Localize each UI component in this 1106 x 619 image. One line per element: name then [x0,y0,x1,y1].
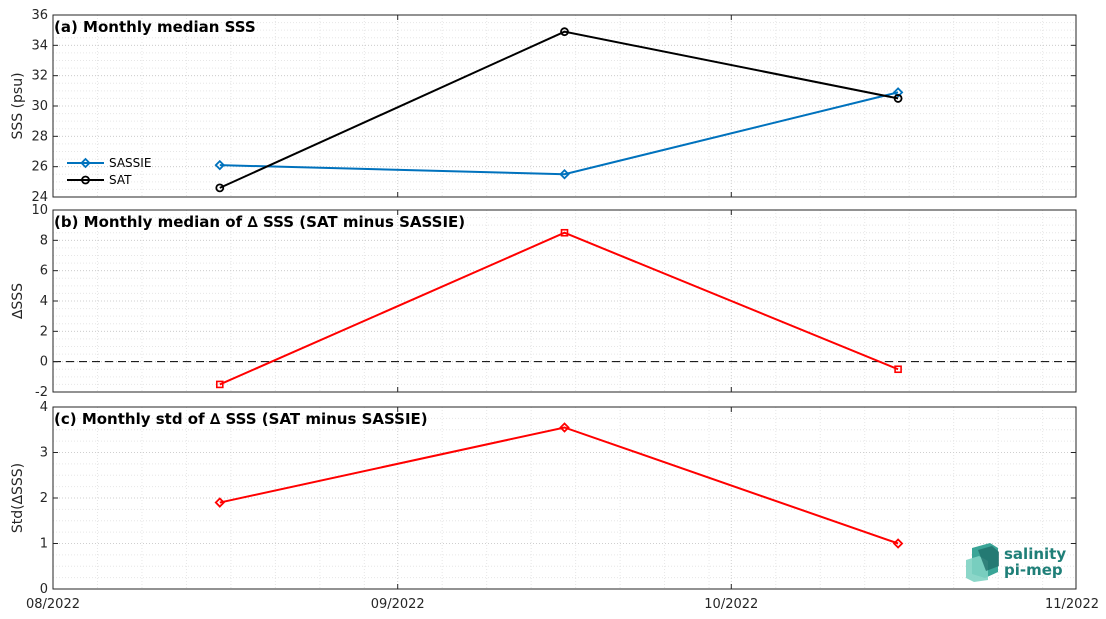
y-tick-label: 36 [31,8,48,23]
series-line [219,426,899,545]
y-tick-label: 24 [31,190,48,205]
y-tick-label: 4 [40,294,48,309]
data-point [214,159,226,171]
y-tick-label: 4 [40,400,48,415]
logo-line2: pi-mep [1004,561,1063,579]
y-axis-label: ∆SSS [10,283,26,320]
logo-mark [966,556,988,582]
y-tick-label: 32 [31,69,48,84]
y-tick-label: 34 [31,38,48,53]
logo-mark [978,546,999,571]
data-point [560,228,569,237]
y-tick-label: 2 [40,491,48,506]
panel-b: -2 0 2 4 6 8 10 ∆SSS (b) Monthly median of ∆ SSS… [10,203,1077,400]
x-tick-label: 09/2022 [371,597,425,612]
data-point [892,538,904,549]
data-point [215,183,225,193]
data-point [560,27,569,37]
panel-a: 24 26 28 30 32 34 36 SSS (psu) (a) Monthly media… [10,8,1077,205]
y-tick-label: 1 [40,537,48,552]
data-point [559,422,570,433]
panel-title: (b) Monthly median of ∆ SSS (SAT minus S… [54,213,465,231]
panel-title: (c) Monthly std of ∆ SSS (SAT minus SASS… [54,410,428,428]
y-tick-label: 10 [31,203,48,218]
y-tick-label: 3 [40,446,48,461]
x-tick-label: 08/2022 [26,597,80,612]
y-tick-label: 2 [40,324,48,339]
legend: SASSIE SAT [67,156,151,187]
data-point [892,87,904,98]
x-tick-label: 11/2022 [1045,597,1099,612]
y-tick-label: 6 [40,264,48,279]
y-tick-label: -2 [35,385,48,400]
data-point [214,497,226,508]
y-tick-label: 28 [31,129,48,144]
data-point [559,168,570,180]
y-axis-label: Std(∆SSS) [10,463,26,533]
series-line [219,231,899,386]
y-tick-label: 30 [31,99,48,114]
panel-c: 0 1 2 3 4 Std(∆SSS) (c) Monthly std of ∆ SSS (… [10,400,1077,597]
panel-title: (a) Monthly median SSS [54,18,256,36]
y-tick-label: 0 [40,355,48,370]
series-line [219,91,899,176]
logo-line1: salinity [1004,545,1066,563]
data-point [215,380,224,389]
x-tick-label: 10/2022 [704,597,758,612]
legend-label: SASSIE [109,156,151,170]
legend-marker [80,157,91,169]
legend-marker [81,175,90,185]
y-tick-label: 8 [40,233,48,248]
legend-label: SAT [109,173,132,187]
series-line [219,30,899,189]
data-point [894,365,902,374]
y-tick-label: 26 [31,160,48,175]
y-tick-label: 0 [40,582,48,597]
data-point [893,94,903,103]
y-axis-label: SSS (psu) [10,72,26,139]
